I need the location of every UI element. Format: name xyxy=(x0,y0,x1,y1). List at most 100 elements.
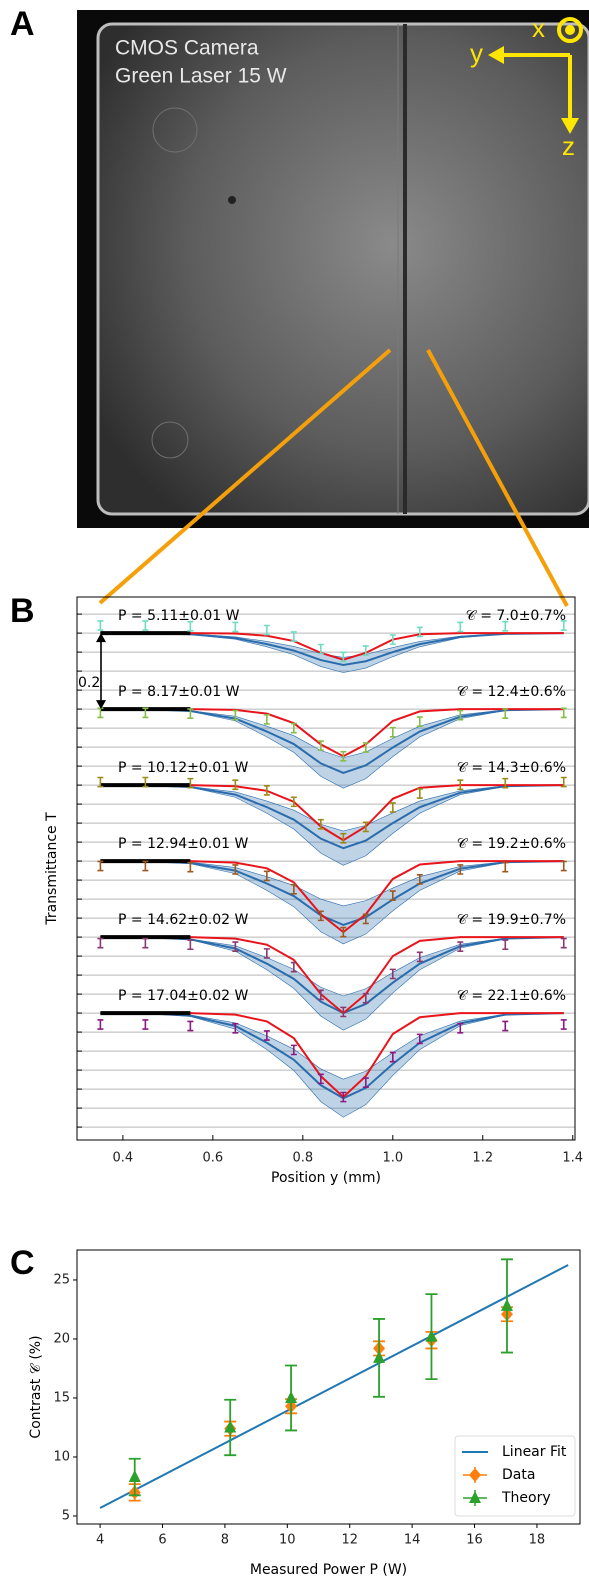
error-bar xyxy=(457,941,464,952)
error-bar xyxy=(97,776,104,788)
y-axis-label: Contrast 𝒞 (%) xyxy=(28,1335,44,1438)
theory-band xyxy=(100,708,564,789)
error-bar xyxy=(263,948,270,959)
x-tick-label: 8 xyxy=(221,1533,229,1548)
error-bar xyxy=(340,651,347,663)
scale-arrow xyxy=(96,633,106,643)
theory-band xyxy=(100,1012,564,1118)
theory-point xyxy=(373,1350,386,1363)
error-bar xyxy=(263,624,270,636)
error-bar xyxy=(142,707,149,719)
theory-point xyxy=(224,1420,237,1433)
error-bar xyxy=(560,1019,567,1030)
error-bar xyxy=(457,621,464,633)
error-bar xyxy=(416,716,423,727)
scale-label: 0.2 xyxy=(78,675,100,691)
error-bar xyxy=(232,864,239,875)
x-tick-label: 0.6 xyxy=(203,1151,224,1166)
y-tick-label: 15 xyxy=(53,1390,70,1405)
power-label: P = 10.12±0.01 W xyxy=(118,760,249,776)
error-bar xyxy=(290,796,297,808)
error-bar xyxy=(502,620,509,632)
y-tick-label: 5 xyxy=(62,1508,70,1523)
error-bar xyxy=(97,937,104,949)
axis-name: x xyxy=(532,13,545,43)
error-bar xyxy=(290,631,297,642)
error-bar xyxy=(340,926,347,938)
error-bar xyxy=(560,707,567,719)
x-tick-label: 10 xyxy=(279,1533,296,1548)
theory-line xyxy=(100,784,564,850)
theory-band xyxy=(100,784,564,866)
error-bar xyxy=(502,1020,509,1032)
error-bar xyxy=(232,779,239,791)
legend-label: Data xyxy=(502,1467,535,1483)
power-label: P = 12.94±0.01 W xyxy=(118,836,249,852)
theory-line xyxy=(100,632,564,667)
error-bar xyxy=(416,1033,423,1045)
x-tick-label: 14 xyxy=(404,1533,421,1548)
y-tick-label: 20 xyxy=(53,1331,70,1346)
theory-line xyxy=(100,860,564,926)
error-bar xyxy=(340,1091,347,1103)
fit-line xyxy=(100,860,564,934)
error-bar xyxy=(97,707,104,719)
error-bar xyxy=(457,709,464,721)
error-bar xyxy=(362,742,369,753)
contrast-label: 𝒞 = 7.0±0.7% xyxy=(466,608,566,624)
scale-arrow xyxy=(96,700,106,710)
x-axis-label: Measured Power P (W) xyxy=(250,1562,407,1578)
error-bar xyxy=(142,937,149,949)
theory-line xyxy=(100,1012,564,1100)
error-bar xyxy=(263,713,270,725)
error-bar xyxy=(389,890,396,902)
error-bar xyxy=(290,961,297,973)
x-tick-label: 16 xyxy=(466,1533,483,1548)
error-bar xyxy=(560,620,567,631)
error-bar xyxy=(362,913,369,925)
error-bar xyxy=(317,989,324,1001)
theory-point xyxy=(285,1390,298,1403)
fit-line xyxy=(100,632,564,661)
image-caption: Green Laser 15 W xyxy=(115,65,287,88)
axis-name: y xyxy=(470,38,483,68)
error-bar xyxy=(187,777,194,789)
error-bar xyxy=(389,802,396,813)
error-bar xyxy=(142,1019,149,1030)
legend-box xyxy=(454,1435,576,1517)
panel-letter: C xyxy=(10,1244,35,1282)
error-bar xyxy=(457,864,464,875)
error-bar xyxy=(290,883,297,895)
error-bar xyxy=(362,645,369,656)
error-bar xyxy=(232,1022,239,1034)
error-bar xyxy=(457,1022,464,1034)
error-bar xyxy=(142,776,149,788)
theory-point xyxy=(425,1329,438,1342)
x-tick-label: 6 xyxy=(158,1533,166,1548)
error-bar xyxy=(389,634,396,645)
theory-band xyxy=(100,860,564,945)
error-bar xyxy=(457,779,464,791)
error-bar xyxy=(187,939,194,951)
legend-label: Theory xyxy=(501,1490,551,1506)
x-tick-label: 1.2 xyxy=(472,1151,493,1166)
fit-line xyxy=(99,1264,569,1509)
zoom-lines xyxy=(98,348,569,607)
error-bar xyxy=(340,832,347,844)
plot-frame xyxy=(76,596,576,1141)
error-bar xyxy=(389,1051,396,1063)
error-bar xyxy=(416,873,423,885)
fit-line xyxy=(100,936,564,1015)
contrast-label: 𝒞 = 19.9±0.7% xyxy=(457,912,566,928)
error-bar xyxy=(97,1019,104,1030)
error-bar xyxy=(290,722,297,734)
contrast-label: 𝒞 = 22.1±0.6% xyxy=(457,988,566,1004)
error-bar xyxy=(317,910,324,922)
error-bar xyxy=(317,1073,324,1085)
camera-image xyxy=(77,10,589,528)
error-bar xyxy=(317,818,324,830)
error-bar xyxy=(389,968,396,980)
theory-point xyxy=(128,1470,141,1483)
